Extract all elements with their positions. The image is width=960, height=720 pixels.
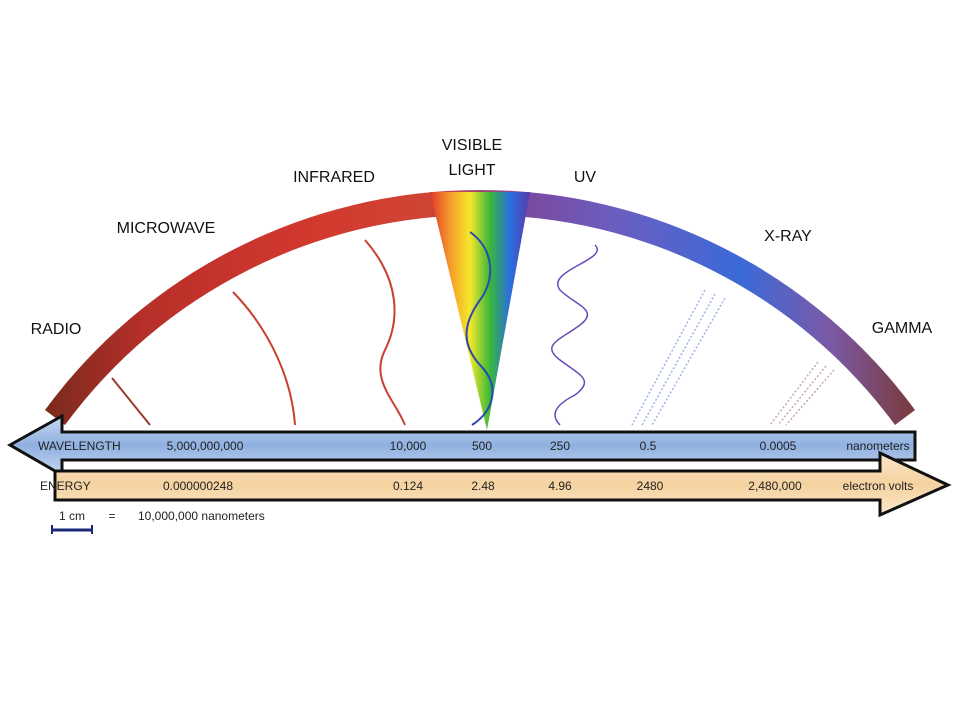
- wavelength-value: 10,000: [390, 439, 427, 453]
- band-label: LIGHT: [448, 162, 495, 179]
- arch: [45, 189, 915, 430]
- band-label: INFRARED: [293, 169, 375, 186]
- energy-label: ENERGY: [40, 479, 91, 493]
- axis-values: 5,000,000,000 10,000 500 250 0.5 0.0005 0.0000…: [163, 439, 802, 493]
- wavelength-value: 250: [550, 439, 570, 453]
- band-label: MICROWAVE: [117, 220, 216, 237]
- uv-wave: [551, 244, 598, 426]
- energy-value: 0.000000248: [163, 479, 233, 493]
- spectrum-arch: [45, 189, 915, 425]
- scale-value: 10,000,000 nanometers: [138, 509, 265, 523]
- gamma-wave: [769, 361, 835, 426]
- scale-equals: =: [108, 509, 115, 523]
- wavelength-unit: nanometers: [846, 439, 909, 453]
- band-label: X-RAY: [764, 228, 812, 245]
- visible-wave: [465, 231, 494, 426]
- visible-wedge: [430, 192, 530, 430]
- energy-arrow: [53, 450, 952, 518]
- energy-value: 2,480,000: [748, 479, 802, 493]
- microwave-wave: [232, 291, 296, 426]
- band-label: UV: [574, 169, 597, 186]
- band-label: RADIO: [31, 321, 82, 338]
- scale-bar: 1 cm = 10,000,000 nanometers: [51, 509, 265, 534]
- infrared-wave: [364, 239, 406, 426]
- waves: [111, 231, 835, 426]
- band-label: VISIBLE: [442, 137, 502, 154]
- wavelength-label: WAVELENGTH: [38, 439, 121, 453]
- wavelength-value: 0.5: [640, 439, 657, 453]
- band-label: GAMMA: [872, 320, 933, 337]
- scale-length: 1 cm: [59, 509, 85, 523]
- energy-value: 2480: [637, 479, 664, 493]
- wavelength-value: 500: [472, 439, 492, 453]
- energy-unit: electron volts: [843, 479, 914, 493]
- wavelength-value: 5,000,000,000: [167, 439, 244, 453]
- energy-value: 4.96: [548, 479, 572, 493]
- energy-value: 0.124: [393, 479, 423, 493]
- x-ray-wave: [631, 289, 726, 426]
- wavelength-value: 0.0005: [760, 439, 797, 453]
- radio-wave: [111, 377, 151, 426]
- energy-value: 2.48: [471, 479, 495, 493]
